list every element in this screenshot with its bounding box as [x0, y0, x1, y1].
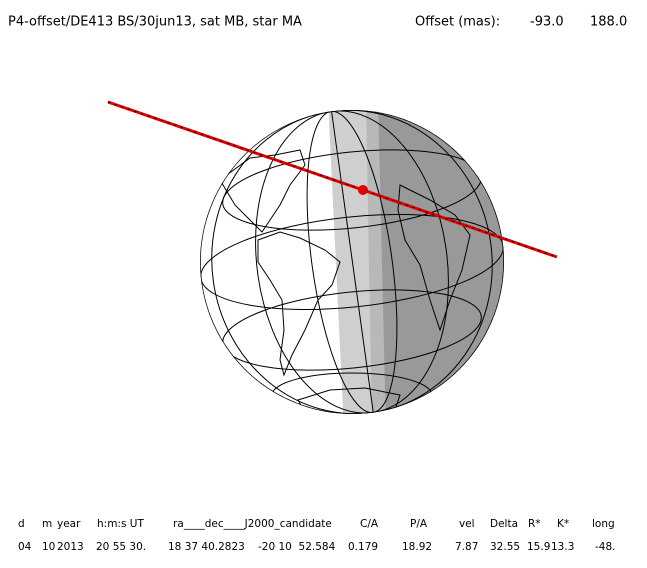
twilight-edge	[366, 110, 386, 414]
header-cell: vel	[459, 518, 475, 530]
cell: 04	[18, 541, 32, 553]
header-cell: R*	[528, 518, 541, 530]
header-cell: K*	[557, 518, 569, 530]
header-cell: year	[57, 518, 81, 530]
header-cell: C/A	[360, 518, 379, 530]
cell: -20 10 52.584	[258, 541, 336, 553]
header-cell: m	[42, 518, 52, 530]
cell: 0.179	[348, 541, 378, 553]
closest-approach	[358, 185, 368, 195]
cell: -48.	[595, 541, 616, 553]
cell: 2013	[57, 541, 84, 553]
north-america	[219, 149, 306, 233]
cell: 18 37 40.2823	[168, 541, 245, 553]
header-cell: ra____dec____J2000_candidate	[173, 518, 332, 530]
cell: 18.92	[402, 541, 432, 553]
offset-label: Offset (mas):	[415, 15, 500, 30]
offset-value: -93.0	[530, 15, 564, 30]
cell: 7.87	[455, 541, 478, 553]
south-america	[257, 231, 341, 377]
header-cell: h:m:s UT	[97, 518, 144, 530]
globe	[200, 110, 504, 414]
header-cell: P/A	[410, 518, 428, 530]
header-cell: Delta	[490, 518, 518, 530]
offset-value: 188.0	[590, 15, 627, 30]
africa	[397, 184, 471, 332]
cell: 32.55	[490, 541, 520, 553]
header-cell: d	[18, 518, 25, 530]
table: d m year h:m:s UT ra____dec____J2000_can…	[18, 518, 616, 553]
terminator	[329, 110, 376, 414]
header-cell: long	[592, 518, 615, 530]
shadow-path	[107, 100, 558, 259]
cell: 15.9	[527, 541, 550, 553]
cell: 20 55 30.	[96, 541, 146, 553]
cell: 13.3	[551, 541, 574, 553]
map-title: P4-offset/DE413 BS/30jun13, sat MB, star…	[8, 15, 302, 30]
cell: 10	[42, 541, 55, 553]
